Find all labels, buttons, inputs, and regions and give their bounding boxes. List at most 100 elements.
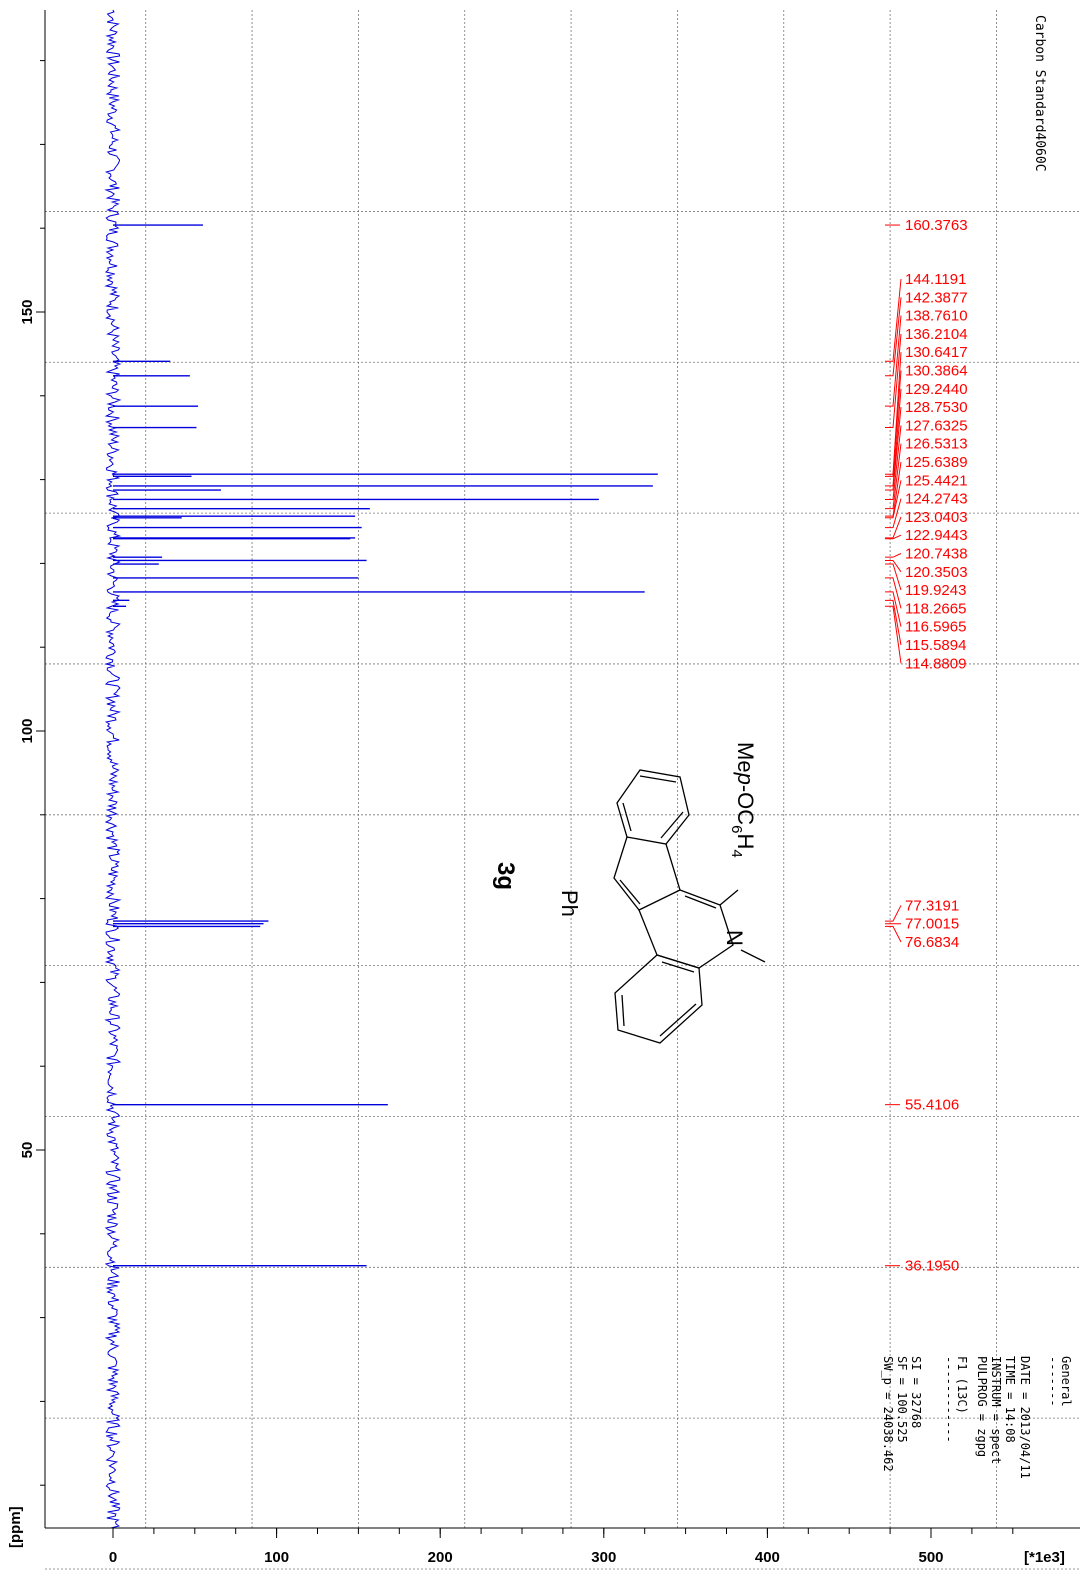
substituent-sub4: 4 xyxy=(728,849,745,857)
peak-label-0-0: 160.3763 xyxy=(905,217,968,234)
peak-label-1-4: 130.6417 xyxy=(905,344,968,361)
peak-label-1-10: 125.6389 xyxy=(905,454,968,471)
compound-id-label: 3g xyxy=(492,862,519,890)
intensity-tick-label-100: 100 xyxy=(264,1549,289,1566)
ppm-tick-label-150: 150 xyxy=(19,299,36,324)
peak-label-1-9: 126.5313 xyxy=(905,436,968,453)
peak-label-1-7: 128.7530 xyxy=(905,399,968,416)
peak-label-1-3: 136.2104 xyxy=(905,326,968,343)
n-methyl-bond xyxy=(740,949,766,963)
peak-label-leader-1-21 xyxy=(885,605,902,664)
peak-label-1-14: 122.9443 xyxy=(905,527,968,544)
peak-label-3-0: 55.4106 xyxy=(905,1097,959,1114)
chemical-structure xyxy=(613,769,766,1044)
acquisition-parameters: General ------- DATE = 2013/04/11 TIME =… xyxy=(881,1356,1073,1479)
experiment-title: Carbon Standard4060C xyxy=(1032,15,1047,172)
bottom-ring-inner-bond-1 xyxy=(661,961,695,973)
spectrum-baseline xyxy=(104,9,122,1529)
peak-label-leader-1-8 xyxy=(885,425,902,500)
peak-label-1-12: 124.2743 xyxy=(905,491,968,508)
bottom-ring-inner-bond-3 xyxy=(659,1003,697,1037)
substituent-me: Me xyxy=(733,742,758,773)
peak-label-leader-1-1 xyxy=(885,297,902,377)
intensity-tick-label-500: 500 xyxy=(918,1549,943,1566)
intensity-tick-label-200: 200 xyxy=(428,1549,453,1566)
ppm-ticks: 150 100 50 xyxy=(19,60,45,1486)
peak-label-1-16: 120.3503 xyxy=(905,564,968,581)
peak-label-leader-1-9 xyxy=(885,443,902,510)
peak-label-leader-2-0 xyxy=(885,905,902,922)
param-sf: SF = 100.525 xyxy=(895,1356,909,1443)
peak-label-4-0: 36.1950 xyxy=(905,1258,959,1275)
intensity-tick-label-300: 300 xyxy=(591,1549,616,1566)
peak-label-1-15: 120.7438 xyxy=(905,546,968,563)
peak-label-leader-1-3 xyxy=(885,333,902,429)
peak-label-leader-1-16 xyxy=(885,559,902,573)
intensity-ticks: 0 100 200 300 400 500 xyxy=(109,1528,1014,1566)
top-ring-inner-bond-3 xyxy=(622,802,632,832)
peak-label-1-0: 144.1191 xyxy=(905,271,966,288)
intensity-tick-label-0: 0 xyxy=(109,1549,117,1566)
peak-label-1-8: 127.6325 xyxy=(905,417,968,434)
top-benzene-ring xyxy=(616,769,690,845)
aryl-substituent-label: Mep-OC6H4 xyxy=(728,742,758,858)
peak-series xyxy=(113,224,658,1267)
peak-label-2-1: 77.0015 xyxy=(905,916,959,933)
peak-label-leader-1-15 xyxy=(885,553,902,558)
peak-label-leader-1-18 xyxy=(885,577,902,609)
five-ring-double-bond xyxy=(619,879,641,905)
peak-label-1-13: 123.0403 xyxy=(905,509,968,526)
aryl-substituent-bond xyxy=(719,889,739,906)
peak-label-leader-1-19 xyxy=(885,591,902,627)
param-pulprog: PULPROG = zgpg xyxy=(975,1356,989,1457)
peak-label-1-5: 130.3864 xyxy=(905,363,968,380)
param-time: TIME = 14:08 xyxy=(1003,1356,1017,1443)
n-atom-label: N xyxy=(722,930,747,946)
peak-label-leader-1-17 xyxy=(885,563,902,591)
peak-label-1-1: 142.3877 xyxy=(905,289,968,306)
param-f1-title: F1 (13C) xyxy=(955,1356,969,1414)
peak-label-leader-1-5 xyxy=(885,370,902,477)
top-ring-inner-bond-2 xyxy=(660,811,684,839)
peak-label-leader-1-12 xyxy=(885,498,902,529)
ph-label: Ph xyxy=(557,890,582,917)
peak-label-1-6: 129.2440 xyxy=(905,381,968,398)
five-ring xyxy=(613,836,681,911)
peak-label-leader-1-14 xyxy=(885,534,902,540)
peak-label-1-21: 114.8809 xyxy=(905,655,966,672)
peak-label-leader-1-20 xyxy=(885,599,902,646)
noise-baseline xyxy=(104,9,122,1529)
pyridine-double-bond xyxy=(684,895,717,909)
grid-lines xyxy=(45,10,1080,1570)
peak-label-leader-1-2 xyxy=(885,315,902,407)
peak-label-leader-1-7 xyxy=(885,407,902,491)
structure-labels: N Ph 3g Mep-OC6H4 xyxy=(492,742,758,946)
peak-label-1-2: 138.7610 xyxy=(905,308,968,325)
peak-label-leader-1-11 xyxy=(885,480,902,519)
peak-label-leader-1-13 xyxy=(885,516,902,539)
bottom-ring-inner-bond-2 xyxy=(621,994,625,1027)
peak-label-1-11: 125.4421 xyxy=(905,472,968,489)
peak-label-1-19: 116.5965 xyxy=(905,619,966,636)
intensity-axis-label: [*1e3] xyxy=(1024,1549,1065,1566)
ppm-tick-label-50: 50 xyxy=(19,1142,36,1159)
top-ring-inner-bond-1 xyxy=(639,775,677,783)
peak-label-1-20: 115.5894 xyxy=(905,637,966,654)
pyridine-ring xyxy=(638,889,734,969)
peak-label-2-2: 76.6834 xyxy=(905,934,959,951)
param-instrum: INSTRUM = spect xyxy=(989,1356,1003,1464)
substituent-oc: -OC xyxy=(733,785,758,825)
substituent-h: H xyxy=(733,833,758,849)
peak-label-2-0: 77.3191 xyxy=(905,897,959,914)
param-f1-underline: ------------ xyxy=(942,1356,956,1443)
param-date: DATE = 2013/04/11 xyxy=(1018,1356,1032,1479)
substituent-p: p xyxy=(733,772,758,785)
peak-label-leader-1-0 xyxy=(885,278,902,362)
bottom-benzene-ring xyxy=(614,954,703,1044)
peak-label-leader-2-2 xyxy=(885,925,902,943)
intensity-tick-label-400: 400 xyxy=(755,1549,780,1566)
peak-label-1-17: 119.9243 xyxy=(905,582,966,599)
param-general-title: General xyxy=(1059,1356,1073,1407)
